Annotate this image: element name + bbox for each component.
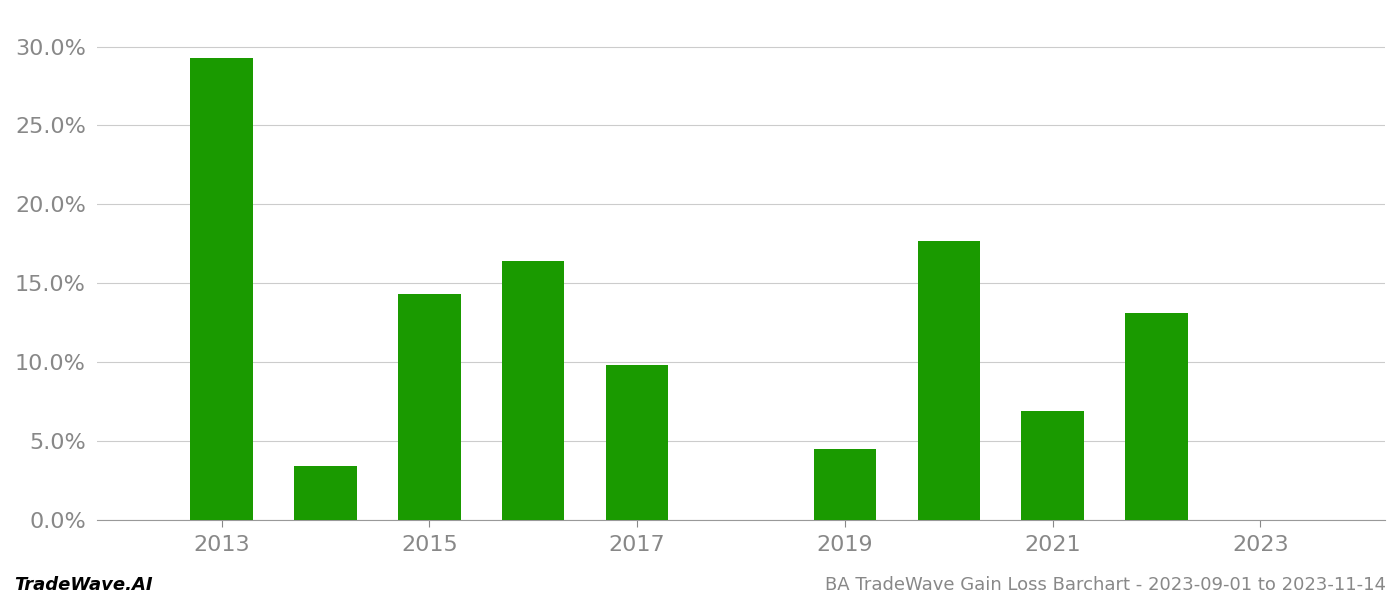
Text: TradeWave.AI: TradeWave.AI [14, 576, 153, 594]
Bar [503, 261, 564, 520]
Bar [1022, 411, 1084, 520]
Bar [813, 449, 876, 520]
Bar [1126, 313, 1187, 520]
Bar [606, 365, 668, 520]
Bar [294, 466, 357, 520]
Bar [190, 58, 253, 520]
Bar [398, 294, 461, 520]
Bar [917, 241, 980, 520]
Text: BA TradeWave Gain Loss Barchart - 2023-09-01 to 2023-11-14: BA TradeWave Gain Loss Barchart - 2023-0… [825, 576, 1386, 594]
